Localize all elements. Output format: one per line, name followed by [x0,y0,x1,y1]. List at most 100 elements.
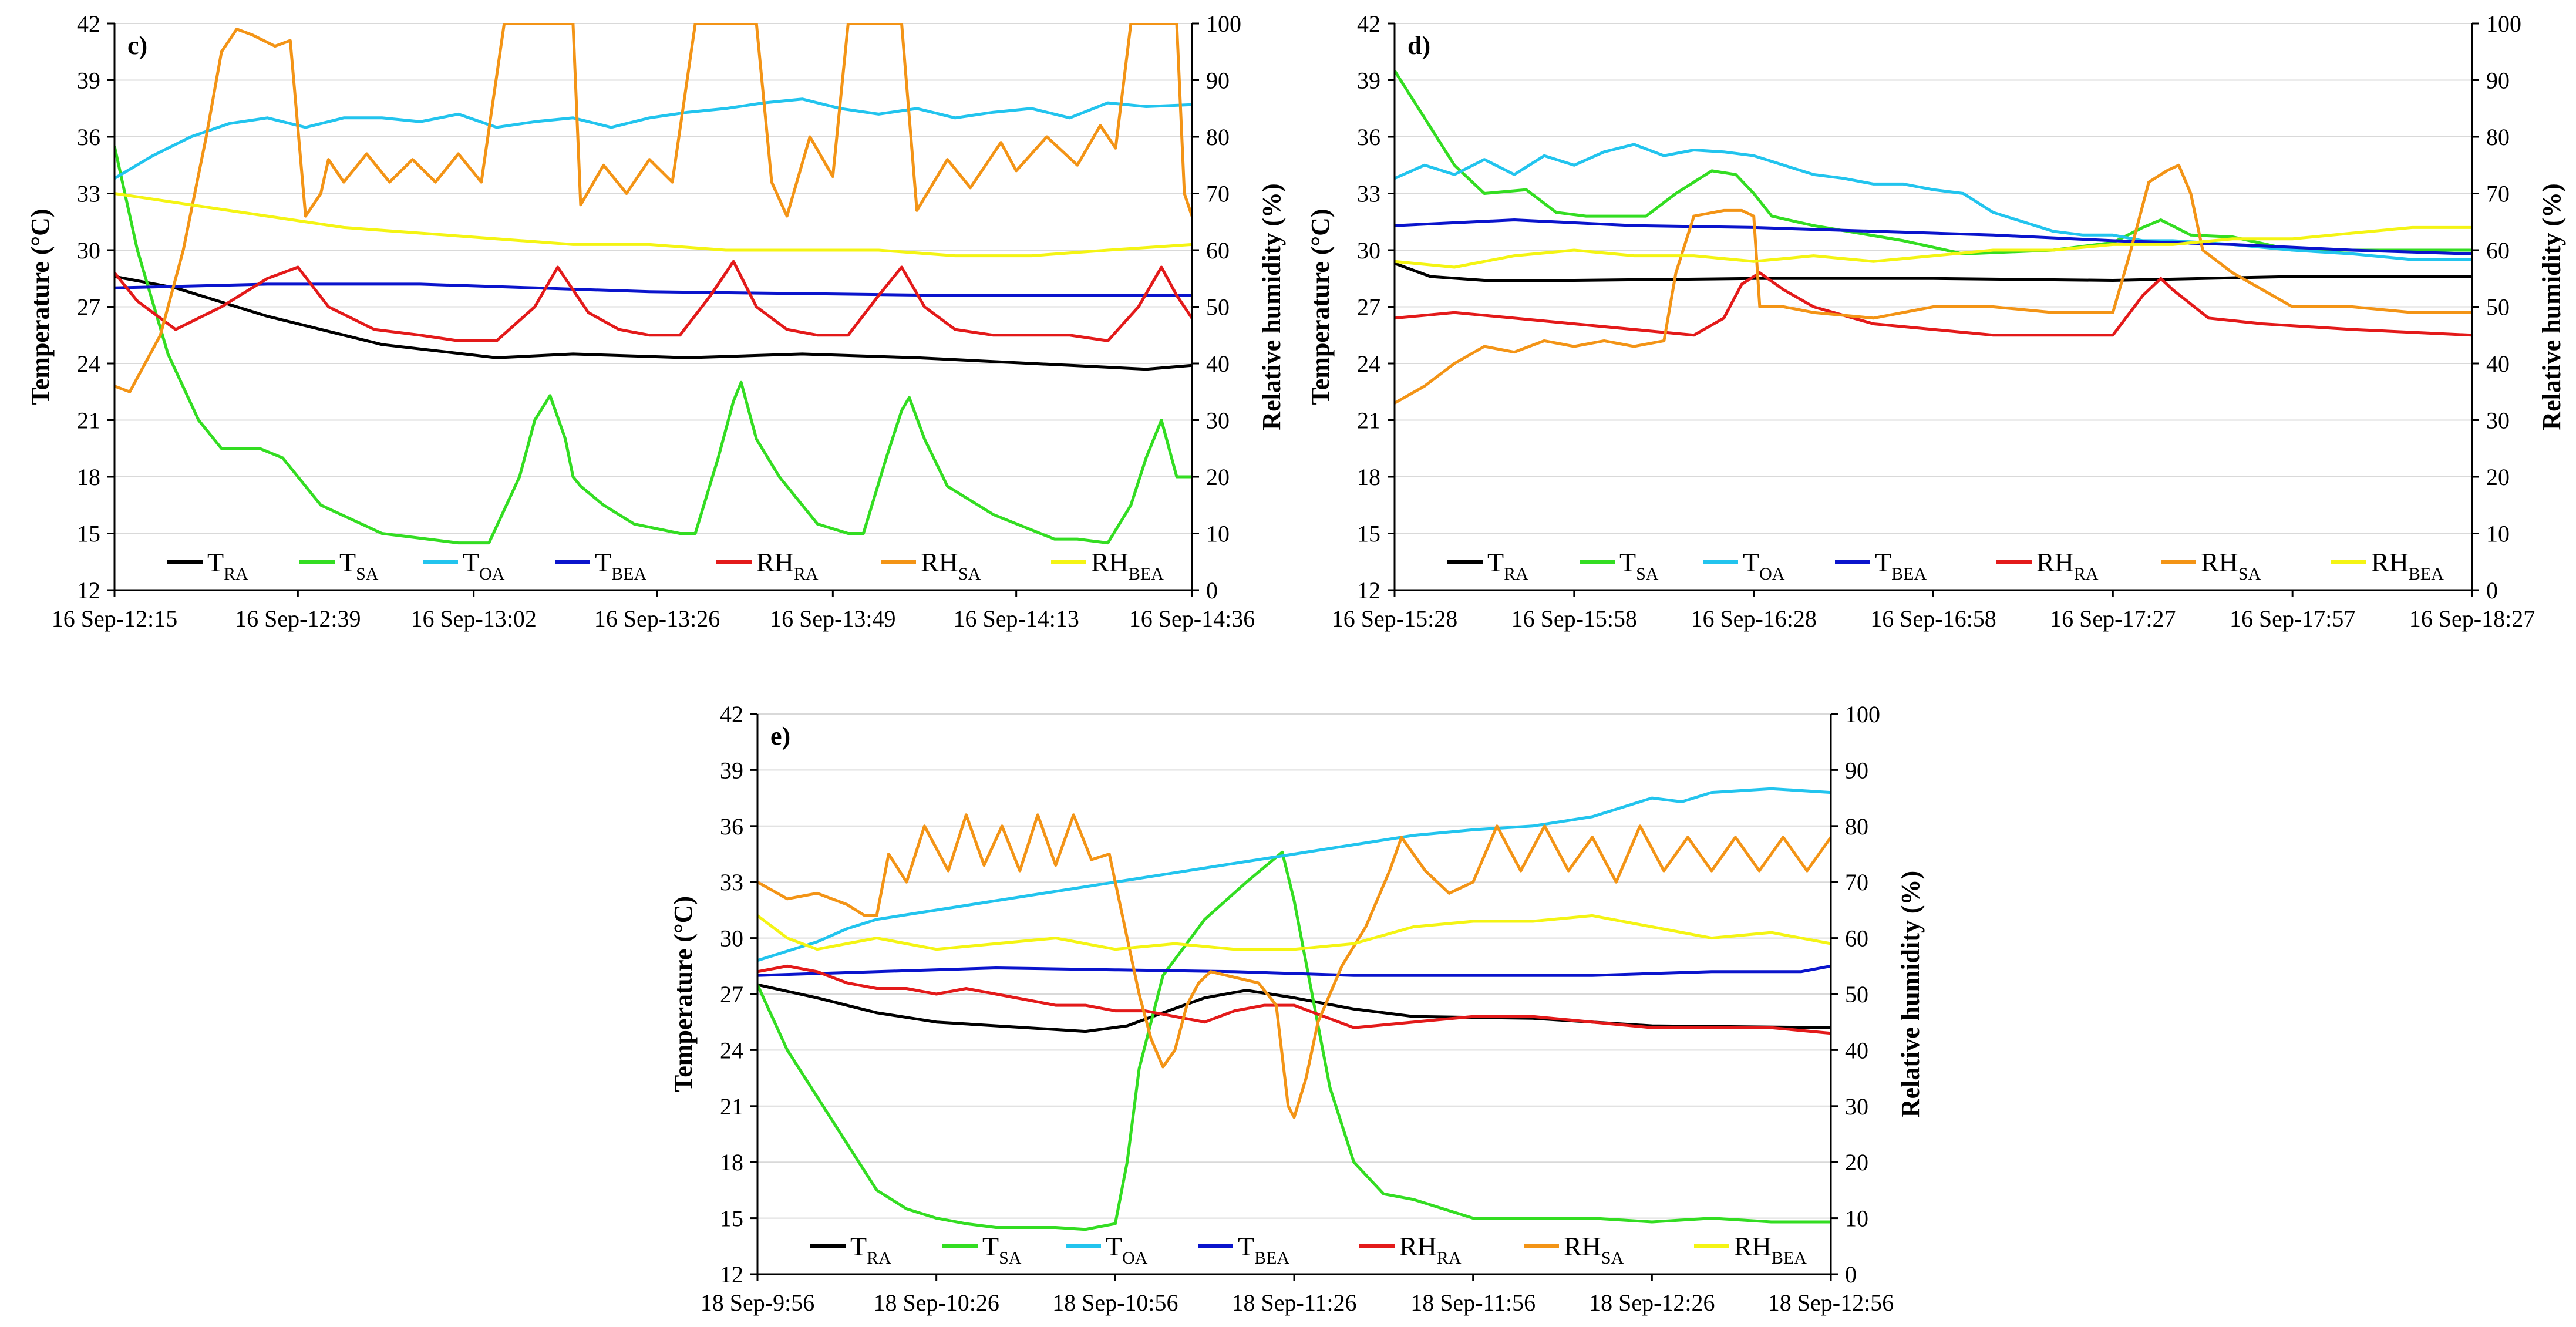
y-tick-label: 18 [77,464,100,490]
x-tick-label: 16 Sep-14:36 [1129,605,1255,632]
y-tick-label: 39 [720,757,743,783]
y-tick-label: 36 [720,813,743,840]
legend-subscript: RA [2074,564,2099,584]
series-line-RH_BEA [1395,225,2472,269]
legend-main: RH [921,547,958,577]
series-line-T_RA [1395,262,2472,282]
y-tick-label: 24 [1357,351,1380,377]
y2-tick-label: 70 [1845,869,1868,895]
series-line-T_SA [1395,70,2472,255]
x-tick-label: 16 Sep-12:39 [235,605,361,632]
y-tick-label: 30 [77,237,100,264]
legend-subscript: BEA [1254,1248,1289,1268]
series-line-T_OA [115,97,1192,180]
y-tick-label: 27 [720,981,743,1008]
legend-label-T_BEA: TBEA [595,547,646,584]
legend-subscript: SA [999,1248,1022,1268]
x-tick-label: 16 Sep-18:27 [2409,605,2535,632]
series-line-RH_SA [1395,163,2472,405]
y2-tick-label: 80 [1206,124,1230,150]
y-tick-label: 21 [720,1093,743,1120]
legend-label-T_RA: TRA [1487,547,1528,584]
legend-label-T_BEA: TBEA [1875,547,1927,584]
y2-tick-label: 60 [1206,237,1230,264]
y-tick-label: 18 [1357,464,1380,490]
y-tick-label: 27 [1357,294,1380,321]
y2-tick-label: 10 [1845,1205,1868,1232]
legend-label-RH_RA: RHRA [756,547,819,584]
legend-main: RH [2371,547,2409,577]
x-tick-label: 16 Sep-17:27 [2050,605,2176,632]
legend-main: RH [2201,547,2238,577]
legend-label-T_RA: TRA [207,547,248,584]
y-tick-label: 27 [77,294,100,321]
x-tick-label: 18 Sep-12:26 [1589,1289,1715,1316]
y-tick-label: 21 [77,407,100,434]
y-tick-label: 12 [1357,577,1380,604]
legend-subscript: SA [2238,564,2261,584]
y2-tick-label: 80 [1845,813,1868,840]
series-line-T_BEA [1395,218,2472,255]
legend-subscript: OA [479,564,505,584]
y-tick-label: 24 [720,1037,743,1063]
legend-main: T [207,547,224,577]
y2-tick-label: 70 [1206,181,1230,207]
legend-main: T [1238,1231,1254,1261]
x-tick-label: 18 Sep-11:56 [1410,1289,1536,1316]
x-tick-label: 18 Sep-10:26 [873,1289,999,1316]
y-axis-title: Temperature (°C) [1306,208,1335,405]
legend-main: T [463,547,479,577]
y2-tick-label: 30 [2486,407,2510,434]
y-tick-label: 15 [77,521,100,547]
y-tick-label: 39 [77,68,100,94]
legend-label-RH_BEA: RHBEA [1734,1231,1807,1268]
panel-label: c) [127,31,147,60]
legend-label-RH_SA: RHSA [2201,547,2261,584]
legend-main: RH [2036,547,2074,577]
x-tick-label: 16 Sep-16:28 [1691,605,1816,632]
series-line-RH_RA [115,260,1192,342]
y2-tick-label: 90 [1845,757,1868,783]
series-line-RH_BEA [757,914,1831,951]
y2-tick-label: 60 [2486,237,2510,264]
y-tick-label: 12 [720,1261,743,1288]
y2-tick-label: 20 [1845,1149,1868,1176]
legend-label-T_OA: TOA [463,547,505,584]
y-axis-title: Temperature (°C) [669,896,698,1092]
legend-main: T [1619,547,1636,577]
legend-main: RH [1399,1231,1437,1261]
legend-main: T [339,547,356,577]
series-line-RH_RA [757,964,1831,1035]
legend-main: RH [1734,1231,1772,1261]
y2-tick-label: 40 [1206,351,1230,377]
y-tick-label: 15 [1357,521,1380,547]
legend-label-T_RA: TRA [850,1231,891,1268]
legend-main: T [982,1231,999,1261]
y2-tick-label: 10 [2486,521,2510,547]
y2-tick-label: 20 [1206,464,1230,490]
legend-label-T_SA: TSA [982,1231,1022,1268]
y-tick-label: 33 [77,181,100,207]
legend-main: RH [1564,1231,1601,1261]
y2-tick-label: 90 [1206,68,1230,94]
legend-label-T_SA: TSA [339,547,379,584]
series-line-T_BEA [115,282,1192,297]
panel-label: e) [770,722,790,750]
y2-tick-label: 50 [1845,981,1868,1008]
x-tick-label: 16 Sep-14:13 [953,605,1079,632]
legend-subscript: RA [794,564,819,584]
y-tick-label: 30 [1357,237,1380,264]
legend-subscript: RA [224,564,248,584]
x-tick-label: 18 Sep-12:56 [1768,1289,1894,1316]
legend-main: T [1487,547,1504,577]
y-tick-label: 33 [720,869,743,895]
legend-label-T_OA: TOA [1743,547,1785,584]
chart-panel-2: 12 15 18 21 24 27 30 33 36 39 42 0 10 20 30 40 50 60 70 80 9… [669,701,1925,1316]
legend-subscript: RA [1504,564,1528,584]
chart-panel-1: 12 15 18 21 24 27 30 33 36 39 42 0 10 20 30 40 50 60 70 80 9… [1306,11,2566,632]
y2-axis-title: Relative humidity (%) [2537,183,2566,430]
y2-tick-label: 40 [2486,351,2510,377]
legend-label-RH_BEA: RHBEA [2371,547,2444,584]
series-line-T_RA [115,275,1192,371]
y2-tick-label: 100 [2486,11,2521,37]
